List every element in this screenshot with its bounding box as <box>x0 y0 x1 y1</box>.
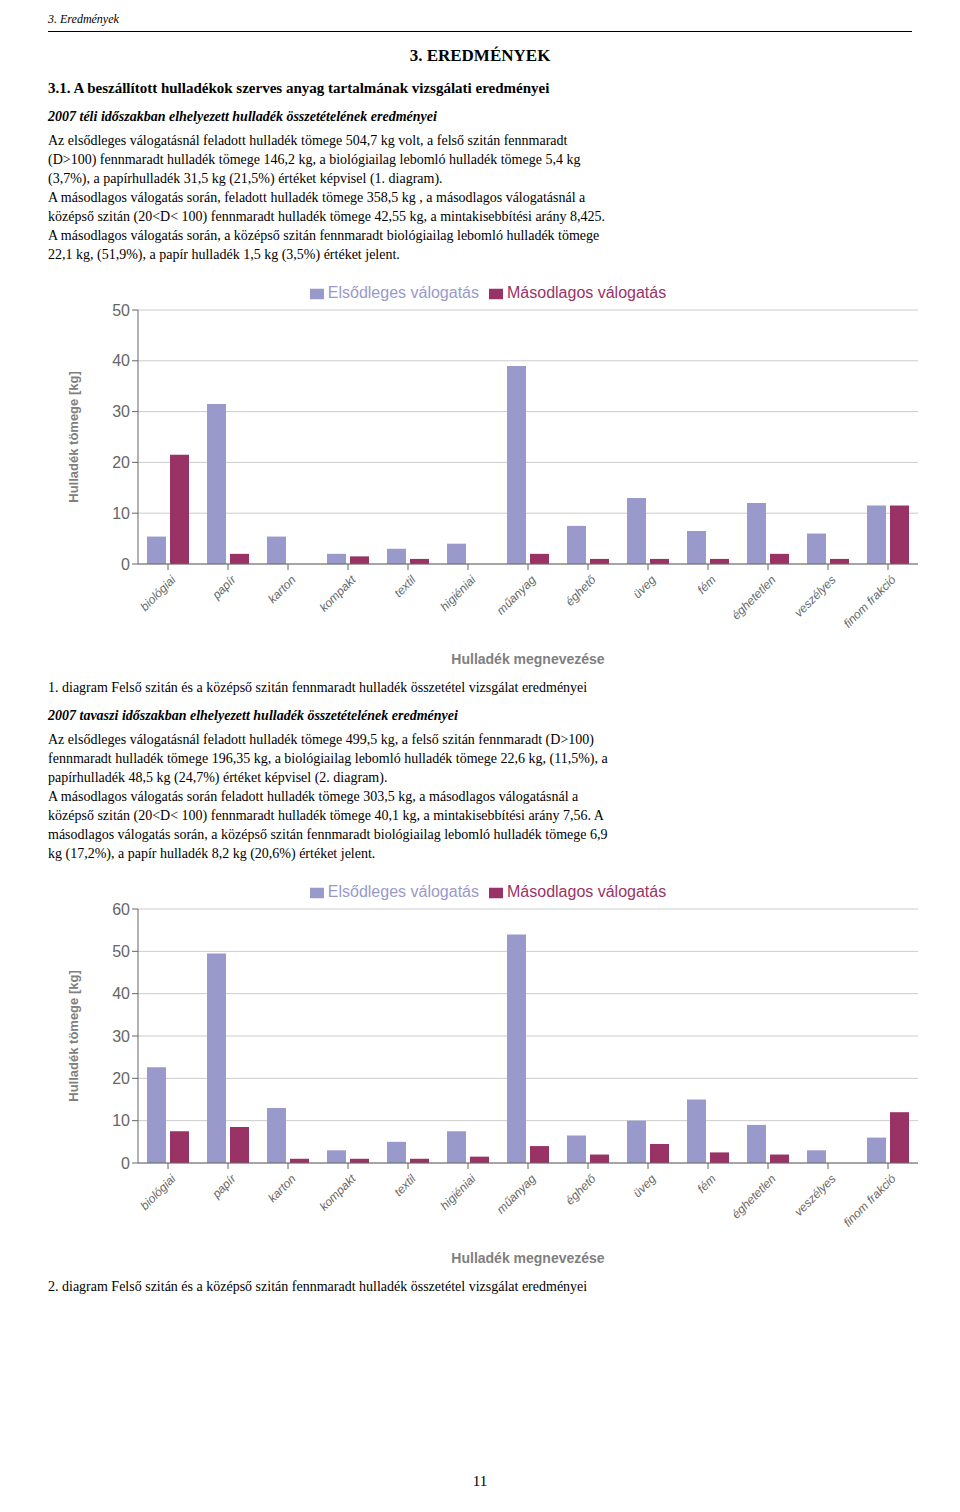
svg-text:biológiai: biológiai <box>138 1171 179 1212</box>
svg-text:10: 10 <box>112 505 130 522</box>
svg-text:0: 0 <box>121 1155 130 1172</box>
svg-text:Hulladék megnevezése: Hulladék megnevezése <box>451 1250 605 1266</box>
html-text:2. diagram Felső szitán és a k: 2. diagram Felső szitán és a középső szi… <box>48 1279 588 1294</box>
html-text:11: 11 <box>472 1473 488 1489</box>
html-text:Másodlagos válogatás: Másodlagos válogatás <box>507 284 667 301</box>
html-text:Másodlagos válogatás: Másodlagos válogatás <box>507 883 667 900</box>
html-text:(D>100) fennmaradt hulladék tö: (D>100) fennmaradt hulladék tömege 146,2… <box>48 152 581 167</box>
html-text:fennmaradt hulladék tömege 196: fennmaradt hulladék tömege 196,35 kg, a … <box>48 751 608 766</box>
svg-text:biológiai: biológiai <box>138 572 179 613</box>
svg-text:veszélyes: veszélyes <box>791 573 838 620</box>
html-text:középső szitán (20<D< 100) fen: középső szitán (20<D< 100) fennmaradt hu… <box>48 209 605 224</box>
html-text:1. diagram Felső szitán és a k: 1. diagram Felső szitán és a középső szi… <box>48 680 588 695</box>
html-text:Elsődleges válogatás: Elsődleges válogatás <box>327 284 479 301</box>
svg-text:műanyag: műanyag <box>494 1171 539 1216</box>
html-text:2007 téli időszakban elhelyeze: 2007 téli időszakban elhelyezett hulladé… <box>48 109 437 124</box>
svg-text:műanyag: műanyag <box>494 572 539 617</box>
svg-text:kompakt: kompakt <box>317 572 359 614</box>
svg-text:finom frakció: finom frakció <box>841 1171 899 1229</box>
html-text:Az elsődleges válogatásnál fel: Az elsődleges válogatásnál feladott hull… <box>48 133 568 148</box>
svg-text:20: 20 <box>112 1070 130 1087</box>
svg-text:karton: karton <box>265 1171 299 1205</box>
svg-text:éghető: éghető <box>563 1171 599 1207</box>
svg-text:20: 20 <box>112 454 130 471</box>
html-text:(3,7%), a papírhulladék 31,5 k: (3,7%), a papírhulladék 31,5 kg (21,5%) … <box>48 171 443 186</box>
svg-text:textil: textil <box>391 572 419 600</box>
svg-text:papír: papír <box>209 1171 240 1202</box>
svg-text:üveg: üveg <box>630 1171 659 1200</box>
svg-text:éghetetlen: éghetetlen <box>729 1171 779 1221</box>
svg-text:40: 40 <box>112 352 130 369</box>
html-text:A másodlagos válogatás során,: A másodlagos válogatás során, a középső … <box>48 228 600 243</box>
svg-text:karton: karton <box>265 572 299 606</box>
html-text:papírhulladék 48,5 kg (24,7%): papírhulladék 48,5 kg (24,7%) értéket ké… <box>48 770 388 785</box>
html-text:A másodlagos válogatás során f: A másodlagos válogatás során feladott hu… <box>48 789 579 804</box>
svg-text:50: 50 <box>112 943 130 960</box>
svg-text:fém: fém <box>695 1172 719 1196</box>
svg-text:higiéniai: higiéniai <box>438 572 479 613</box>
html-text:középső szitán (20<D< 100) fen: középső szitán (20<D< 100) fennmaradt hu… <box>48 808 604 823</box>
svg-text:üveg: üveg <box>630 572 659 601</box>
svg-text:50: 50 <box>112 302 130 319</box>
svg-text:Hulladék tömege [kg]: Hulladék tömege [kg] <box>66 371 81 502</box>
svg-text:40: 40 <box>112 985 130 1002</box>
svg-text:0: 0 <box>121 556 130 573</box>
svg-text:papír: papír <box>209 572 240 603</box>
svg-text:veszélyes: veszélyes <box>791 1172 838 1219</box>
svg-text:finom frakció: finom frakció <box>841 572 899 630</box>
html-text:másodlagos válogatás során, a: másodlagos válogatás során, a középső sz… <box>48 827 608 842</box>
html-text:Az elsődleges válogatásnál fel: Az elsődleges válogatásnál feladott hull… <box>48 732 594 747</box>
svg-text:kompakt: kompakt <box>317 1171 359 1213</box>
svg-text:éghetetlen: éghetetlen <box>729 572 779 622</box>
svg-text:10: 10 <box>112 1112 130 1129</box>
svg-text:higiéniai: higiéniai <box>438 1171 479 1212</box>
svg-text:30: 30 <box>112 1028 130 1045</box>
svg-text:éghető: éghető <box>563 572 599 608</box>
html-text:3.1. A beszállított hulladékok: 3.1. A beszállított hulladékok szerves a… <box>48 80 550 96</box>
html-text:22,1 kg, (51,9%), a papír hull: 22,1 kg, (51,9%), a papír hulladék 1,5 k… <box>48 247 400 262</box>
svg-text:textil: textil <box>391 1171 419 1199</box>
html-text:3. Eredmények: 3. Eredmények <box>48 12 119 26</box>
svg-text:30: 30 <box>112 403 130 420</box>
html-text:Elsődleges válogatás: Elsődleges válogatás <box>327 883 479 900</box>
svg-text:Hulladék megnevezése: Hulladék megnevezése <box>451 651 605 667</box>
html-text:A másodlagos válogatás során,: A másodlagos válogatás során, feladott h… <box>48 190 586 205</box>
html-text:kg (17,2%), a papír hulladék 8: kg (17,2%), a papír hulladék 8,2 kg (20,… <box>48 846 376 861</box>
html-text:3. EREDMÉNYEK: 3. EREDMÉNYEK <box>409 46 551 65</box>
svg-text:Hulladék tömege [kg]: Hulladék tömege [kg] <box>66 970 81 1101</box>
svg-text:60: 60 <box>112 901 130 918</box>
svg-text:fém: fém <box>695 573 719 597</box>
html-text:2007 tavaszi időszakban elhely: 2007 tavaszi időszakban elhelyezett hull… <box>48 708 458 723</box>
